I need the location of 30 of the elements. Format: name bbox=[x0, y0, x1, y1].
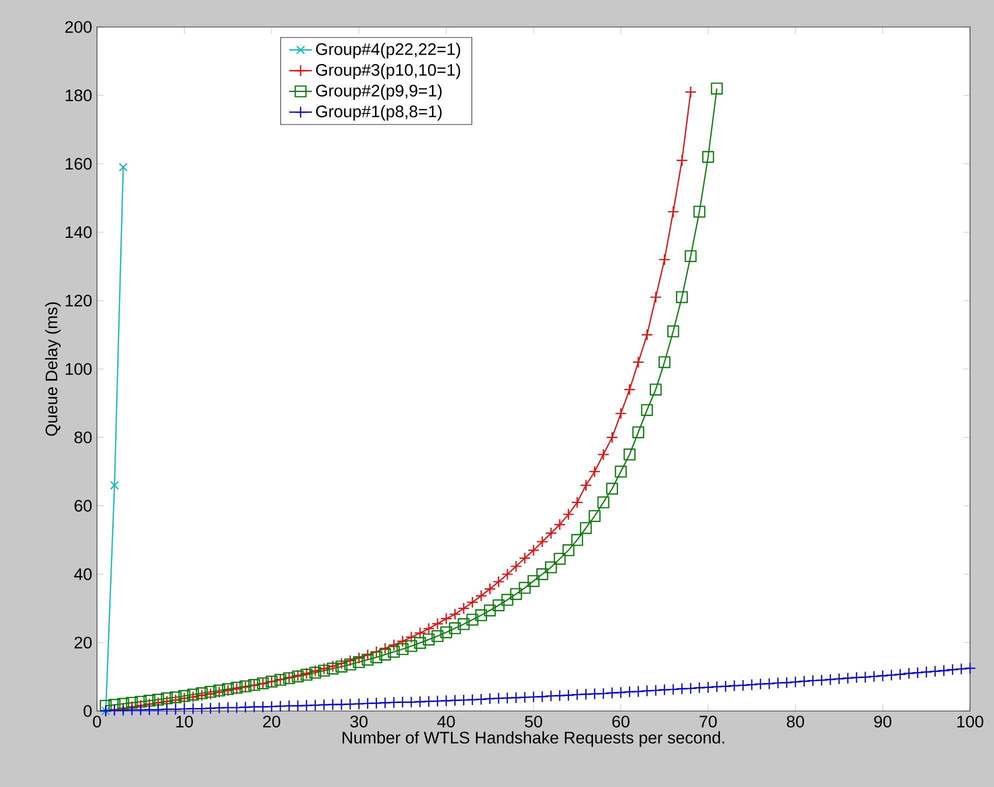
y-tick-label: 140 bbox=[66, 226, 92, 238]
y-axis-title: Queue Delay (ms) bbox=[45, 302, 61, 436]
point bbox=[118, 162, 128, 172]
legend-label: Group#1(p8,8=1) bbox=[316, 105, 442, 121]
x-tick-label: 20 bbox=[263, 716, 280, 728]
x-tick-label: 90 bbox=[874, 716, 892, 728]
y-tick-label: 180 bbox=[66, 89, 92, 102]
y-tick-label: 120 bbox=[66, 294, 92, 306]
y-tick-label: 100 bbox=[66, 363, 92, 375]
x-tick-label: 30 bbox=[350, 716, 368, 728]
x-tick-label: 10 bbox=[176, 716, 193, 728]
y-tick-label: 0 bbox=[84, 705, 92, 717]
x-tick-label: 70 bbox=[700, 716, 717, 728]
legend-label: Group#4(p22,22=1) bbox=[316, 42, 460, 58]
y-tick-label: 40 bbox=[74, 568, 92, 580]
y-tick-label: 60 bbox=[74, 500, 92, 512]
x-tick-label: 100 bbox=[957, 716, 984, 728]
x-tick-label: 80 bbox=[786, 716, 804, 728]
x-axis-title: Number of WTLS Handshake Requests per second. bbox=[342, 731, 724, 747]
x-tick-label: 50 bbox=[524, 716, 542, 728]
legend-label: Group#2(p9,9=1) bbox=[316, 84, 442, 100]
y-tick-label: 80 bbox=[74, 431, 92, 444]
x-tick-label: 60 bbox=[612, 716, 630, 728]
y-tick-label: 20 bbox=[74, 636, 92, 648]
y-tick-label: 160 bbox=[66, 158, 92, 170]
y-tick-label: 200 bbox=[65, 21, 92, 33]
point bbox=[110, 480, 119, 490]
legend-label: Group#3(p10,10=1) bbox=[316, 64, 460, 80]
x-tick-label: 0 bbox=[93, 716, 101, 728]
x-tick-label: 40 bbox=[437, 716, 455, 728]
